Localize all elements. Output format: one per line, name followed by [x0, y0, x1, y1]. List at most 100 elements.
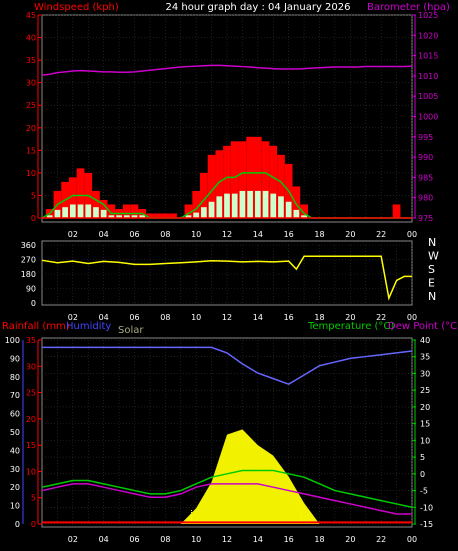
wind-x-tick-label: 06: [129, 230, 139, 239]
wind-y-tick-label: 40: [26, 34, 36, 43]
humidity-y-tick-label: 50: [10, 428, 20, 437]
wind-x-tick-label: 18: [314, 230, 324, 239]
wind-x-tick-label: 16: [284, 230, 294, 239]
wind-y-tick-label: 25: [26, 101, 36, 110]
wind-gust-bar: [76, 168, 85, 218]
baro-y-tick-label: 1025: [418, 11, 438, 20]
wind-light-bar: [93, 207, 99, 218]
rain-y-tick-label: 35: [26, 336, 36, 345]
rain-y-tick-label: 10: [26, 467, 36, 476]
wind-gust-bar: [246, 136, 254, 218]
direction-x-tick-label: 02: [68, 313, 78, 322]
wind-light-bar: [224, 193, 230, 218]
wind-light-bar: [231, 193, 238, 218]
weather-x-tick-label: 00: [407, 535, 417, 544]
wind-y-tick-label: 15: [26, 146, 36, 155]
windspeed-axis-title: Windspeed (kph): [34, 2, 119, 13]
wind-light-bar: [208, 201, 215, 218]
wind-light-bar: [54, 209, 61, 218]
direction-y-tick-label: 270: [21, 256, 36, 265]
wind-y-tick-label: 5: [31, 191, 36, 200]
wind-x-tick-label: 02: [68, 230, 78, 239]
temp-y-tick-label: 5: [420, 453, 425, 462]
wind-gust-bar: [184, 204, 193, 218]
wind-gust-bar: [207, 154, 216, 218]
wind-gust-bar: [92, 190, 100, 218]
axes-layer: 0202020404040606060808081010101212121414…: [5, 11, 439, 544]
humidity-y-tick-label: 90: [10, 354, 20, 363]
humidity-y-tick-label: 100: [5, 336, 20, 345]
weather-x-tick-label: 14: [253, 535, 263, 544]
wind-y-tick-label: 10: [26, 169, 36, 178]
wind-gust-bar: [223, 145, 231, 218]
temp-y-tick-label: -10: [420, 503, 433, 512]
wind-x-tick-label: 04: [99, 230, 109, 239]
direction-y-tick-label: 180: [21, 270, 36, 279]
weather-x-tick-label: 10: [191, 535, 201, 544]
wind-light-bar: [239, 190, 246, 218]
wind-light-bar: [62, 207, 68, 218]
baro-y-tick-label: 1015: [418, 52, 438, 61]
wind-light-bar: [100, 209, 107, 218]
wind-light-bar: [247, 190, 253, 218]
dewpoint-axis-title: Dew Point (°C): [388, 321, 458, 332]
wind-x-tick-label: 14: [253, 230, 263, 239]
compass-label: N: [428, 290, 436, 303]
wind-light-bar: [293, 209, 300, 218]
weather-x-tick-label: 20: [345, 535, 355, 544]
weather-x-tick-label: 22: [376, 535, 386, 544]
direction-x-tick-label: 04: [99, 313, 109, 322]
temp-y-tick-label: 20: [420, 403, 430, 412]
weather-panel-frame: [41, 337, 413, 528]
direction-x-tick-label: 12: [222, 313, 232, 322]
wind-gust-bar: [68, 177, 77, 218]
direction-x-tick-label: 06: [129, 313, 139, 322]
wind-gust-bar: [192, 190, 201, 218]
wind-gust-bar: [122, 204, 131, 218]
temp-y-tick-label: 35: [420, 353, 430, 362]
wind-x-tick-label: 00: [407, 230, 417, 239]
wind-x-tick-label: 08: [160, 230, 170, 239]
wind-y-tick-label: 30: [26, 79, 36, 88]
wind-gust-bar: [200, 172, 208, 218]
solar-area: [42, 429, 412, 524]
wind-gust-bar: [146, 213, 154, 218]
temp-y-tick-label: 15: [420, 420, 430, 429]
direction-y-tick-label: 360: [21, 241, 36, 250]
wind-gust-bar: [238, 141, 247, 218]
wind-light-bar: [108, 215, 115, 218]
humidity-line: [42, 346, 413, 385]
humidity-y-tick-label: 80: [10, 373, 20, 382]
chart-title: 24 hour graph day : 04 January 2026: [166, 2, 351, 13]
weather-x-tick-label: 06: [129, 535, 139, 544]
wind-light-bar: [77, 204, 84, 218]
wind-gust-bar: [269, 145, 278, 218]
wind-gust-bar: [130, 204, 139, 218]
wind-light-bar: [46, 215, 53, 218]
wind-x-tick-label: 22: [376, 230, 386, 239]
wind-light-bar: [123, 215, 130, 218]
wind-light-bar: [278, 196, 284, 218]
temp-y-tick-label: 25: [420, 386, 430, 395]
wind-light-bar: [139, 215, 146, 218]
wind-gust-bar: [169, 213, 177, 218]
weather-x-tick-label: 12: [222, 535, 232, 544]
wind-light-bar: [131, 215, 138, 218]
baro-y-tick-label: 1000: [418, 113, 438, 122]
temp-y-tick-label: 10: [420, 436, 430, 445]
compass-label: W: [428, 250, 439, 263]
wind-y-tick-label: 35: [26, 56, 36, 65]
direction-x-tick-label: 16: [284, 313, 294, 322]
wind-gust-bar: [99, 199, 108, 218]
rain-y-tick-label: 15: [26, 441, 36, 450]
direction-y-tick-label: 0: [31, 299, 36, 308]
weather-x-tick-label: 16: [284, 535, 294, 544]
wind-light-bar: [201, 207, 207, 218]
wind-light-bar: [185, 215, 192, 218]
wind-gust-bar: [277, 154, 285, 218]
wind-y-tick-label: 45: [26, 11, 36, 20]
wind-direction-line: [41, 255, 412, 301]
wind-x-tick-label: 20: [345, 230, 355, 239]
compass-label: N: [428, 236, 436, 249]
humidity-axis-title: Humidity: [66, 321, 111, 332]
